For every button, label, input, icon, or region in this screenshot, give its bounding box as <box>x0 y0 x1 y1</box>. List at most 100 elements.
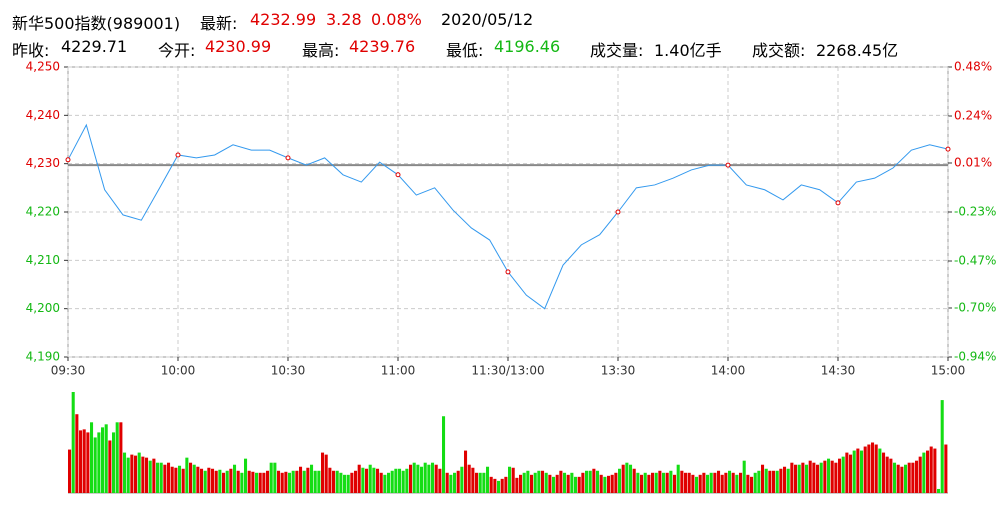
volume-bar <box>97 432 101 493</box>
volume-bar <box>126 457 130 493</box>
volume-bar <box>940 400 944 493</box>
volume-bar <box>156 462 160 493</box>
volume-bar <box>530 474 534 493</box>
volume-bar <box>662 472 666 493</box>
volume-bar <box>585 470 589 493</box>
volume-bar <box>856 448 860 493</box>
volume-bar <box>401 470 405 493</box>
volume-bar <box>475 472 479 493</box>
volume-bar <box>482 472 486 493</box>
volume-bar <box>937 488 941 493</box>
volume-bar <box>295 470 299 493</box>
index-name: 新华500指数(989001) <box>12 14 181 33</box>
price-marker <box>725 162 731 168</box>
x-tick-label: 11:00 <box>381 364 416 378</box>
volume-bar <box>339 472 343 493</box>
volume-bar <box>460 466 464 493</box>
price-marker <box>615 209 621 215</box>
volume-bar <box>511 467 515 493</box>
volume-bar <box>236 470 240 493</box>
volume-bar <box>750 476 754 493</box>
volume-bar <box>500 478 504 493</box>
volume-bar <box>625 462 629 493</box>
volume-bar <box>185 457 189 493</box>
label: 最低: <box>446 41 484 60</box>
volume-bar <box>196 466 200 493</box>
price-marker <box>395 172 401 178</box>
y-tick-label: 4,200 <box>26 301 60 315</box>
y2-tick-label: -0.70% <box>954 300 996 314</box>
value: 2268.45亿 <box>816 41 899 60</box>
volume-bar <box>423 462 427 493</box>
volume-bar <box>412 462 416 493</box>
x-tick-label: 13:30 <box>601 364 636 378</box>
volume-bar <box>357 464 361 493</box>
volume-bar <box>262 472 266 493</box>
value: 4230.99 <box>205 37 272 56</box>
volume-bar <box>79 430 83 493</box>
value: 3.28 <box>326 10 362 29</box>
volume-bar <box>123 452 127 493</box>
volume-bar <box>687 472 691 493</box>
value: 0.08% <box>371 10 422 29</box>
volume-bar <box>467 464 471 493</box>
volume-bar <box>775 470 779 493</box>
volume-bar <box>772 470 776 493</box>
volume-bar <box>904 464 908 493</box>
label: 昨收: <box>12 41 50 60</box>
value: 4232.99 <box>250 10 317 29</box>
volume-bar <box>438 468 442 493</box>
volume-bar <box>863 446 867 493</box>
volume-bar <box>761 464 765 493</box>
volume-bar <box>306 467 310 493</box>
volume-bar <box>159 462 163 493</box>
volume-bar <box>596 470 600 493</box>
volume-bar <box>552 476 556 493</box>
volume-bar <box>922 452 926 493</box>
volume-bar <box>882 452 886 493</box>
volume-bar <box>449 474 453 493</box>
volume-bar <box>614 472 618 493</box>
volume-bar <box>310 464 314 493</box>
volume-bar <box>680 470 684 493</box>
volume-bar <box>592 468 596 493</box>
y2-tick-label: 0.24% <box>954 109 992 123</box>
volume-bar <box>434 464 438 493</box>
value: 4239.76 <box>349 37 416 56</box>
volume-bar <box>387 472 391 493</box>
volume-bar <box>420 466 424 493</box>
volume-bar <box>849 454 853 493</box>
volume-bar <box>101 427 105 493</box>
volume-bar <box>786 468 790 493</box>
volume-bar <box>654 472 658 493</box>
volume-bar <box>911 462 915 493</box>
volume-bar <box>522 472 526 493</box>
volume-bar <box>845 452 849 493</box>
volume-bar <box>354 470 358 493</box>
volume-bar <box>442 416 446 493</box>
volume-bar <box>284 471 288 493</box>
volume-bar <box>508 466 512 493</box>
volume-bar <box>394 468 398 493</box>
volume-bar <box>163 464 167 493</box>
volume-bar <box>427 464 431 493</box>
volume-bar <box>218 469 222 493</box>
volume-bar <box>695 476 699 493</box>
volume-bar <box>181 468 185 493</box>
volume-bar <box>445 472 449 493</box>
x-tick-label: 09:30 <box>51 364 86 378</box>
x-tick-label: 11:30/13:00 <box>471 364 544 378</box>
volume-bar <box>464 450 468 493</box>
volume-bar <box>907 462 911 493</box>
volume-bar <box>871 442 875 493</box>
volume-bar <box>841 456 845 493</box>
volume-bar <box>933 448 937 493</box>
label: 最新: <box>200 14 238 33</box>
volume-bar <box>192 464 196 493</box>
volume-bar <box>332 470 336 493</box>
volume-bar <box>189 462 193 493</box>
volume-bar <box>288 472 292 493</box>
volume-bar <box>834 462 838 493</box>
volume-bar <box>471 467 475 493</box>
volume-bar <box>225 470 229 493</box>
